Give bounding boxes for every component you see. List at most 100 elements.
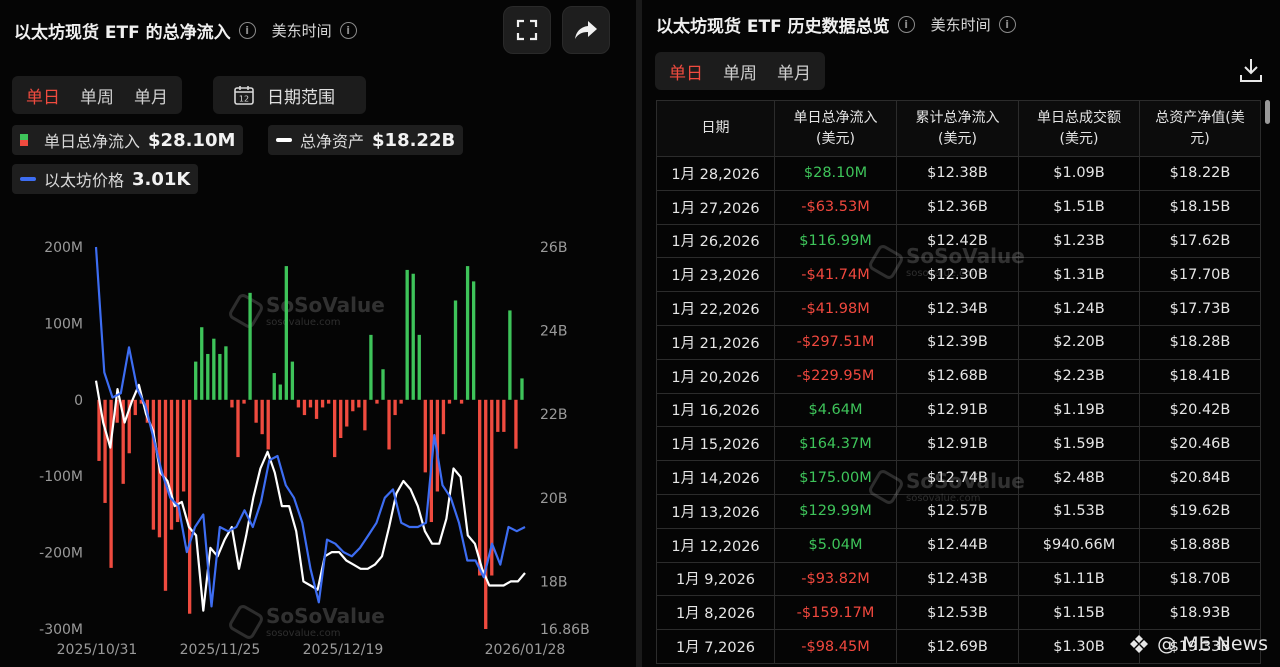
- outflow-bar: [490, 399, 494, 576]
- inflow-bar: [520, 378, 524, 400]
- net-inflow-chart[interactable]: 200M 100M 0 -100M -200M -300M 26B 24B 22B 20B 18B 1…: [0, 230, 636, 667]
- info-icon[interactable]: i: [897, 16, 915, 33]
- cumulative-flow-cell: $12.30B: [896, 257, 1019, 293]
- daily-flow-cell: $164.37M: [774, 426, 897, 462]
- table-row[interactable]: 1月 12,2026 $5.04M $12.44B $940.66M $18.88B: [656, 527, 1261, 563]
- inflow-bar: [405, 269, 409, 400]
- table-row[interactable]: 1月 26,2026 $116.99M $12.42B $1.23B $17.62B: [656, 223, 1261, 259]
- volume-cell: $2.20B: [1018, 324, 1140, 360]
- outflow-bar: [502, 399, 506, 432]
- inflow-swatch: [20, 134, 28, 146]
- column-header[interactable]: 日期: [656, 100, 775, 157]
- y-left-tick-label: -300M: [39, 622, 83, 638]
- legend-net-assets[interactable]: 总净资产 $18.22B: [268, 125, 464, 155]
- calendar-icon: 12: [234, 86, 254, 105]
- outflow-bar: [333, 399, 337, 458]
- legend-eth-price[interactable]: 以太坊价格 3.01K: [12, 164, 199, 194]
- net-assets-line: [94, 380, 526, 612]
- info-icon[interactable]: i: [238, 22, 256, 39]
- column-header[interactable]: 总资产净值(美 元): [1139, 100, 1261, 157]
- table-period-tabs: 单日 单周 单月: [655, 52, 825, 90]
- outflow-bar: [133, 399, 137, 416]
- table-scrollbar[interactable]: [1265, 100, 1270, 124]
- table-row[interactable]: 1月 28,2026 $28.10M $12.38B $1.09B $18.22B: [656, 156, 1261, 191]
- daily-flow-cell: -$98.45M: [774, 629, 897, 664]
- tab-monthly[interactable]: 单月: [134, 87, 168, 108]
- table-row[interactable]: 1月 21,2026 -$297.51M $12.39B $2.20B $18.28B: [656, 324, 1261, 360]
- period-tabs: 单日 单周 单月: [12, 76, 182, 114]
- share-button[interactable]: [562, 6, 610, 54]
- outflow-bar: [230, 399, 234, 408]
- column-header[interactable]: 单日总成交额 (美元): [1018, 100, 1140, 157]
- table-row[interactable]: 1月 23,2026 -$41.74M $12.30B $1.31B $17.70B: [656, 257, 1261, 293]
- inflow-bar: [278, 384, 282, 400]
- volume-cell: $1.59B: [1018, 426, 1140, 462]
- daily-flow-cell: $28.10M: [774, 156, 897, 191]
- footer-brand-text: @ ME News: [1157, 633, 1268, 655]
- table-row[interactable]: 1月 14,2026 $175.00M $12.74B $2.48B $20.84B: [656, 460, 1261, 495]
- cumulative-flow-cell: $12.53B: [896, 595, 1019, 631]
- timezone-label: 美东时间: [271, 22, 332, 40]
- date-cell: 1月 28,2026: [656, 156, 775, 191]
- timezone-info-icon[interactable]: i: [998, 16, 1016, 33]
- price-swatch: [20, 177, 36, 181]
- outflow-bar: [266, 399, 270, 450]
- daily-flow-cell: -$41.74M: [774, 257, 897, 293]
- daily-flow-cell: $116.99M: [774, 223, 897, 259]
- table-row[interactable]: 1月 7,2026 -$98.45M $12.69B $1.30B $19.33B: [656, 629, 1261, 664]
- table-row[interactable]: 1月 15,2026 $164.37M $12.91B $1.59B $20.46B: [656, 426, 1261, 462]
- net-assets-cell: $18.88B: [1139, 527, 1261, 563]
- outflow-bar: [242, 399, 246, 404]
- daily-flow-cell: -$63.53M: [774, 189, 897, 225]
- daily-flow-cell: -$41.98M: [774, 291, 897, 326]
- date-cell: 1月 26,2026: [656, 223, 775, 259]
- tab-weekly[interactable]: 单周: [723, 63, 757, 84]
- outflow-bar: [496, 399, 500, 432]
- timezone-info-icon[interactable]: i: [339, 22, 357, 39]
- inflow-bar: [224, 346, 228, 400]
- inflow-bar: [194, 361, 198, 400]
- table-title: 以太坊现货 ETF 历史数据总览: [656, 17, 890, 37]
- daily-flow-cell: -$297.51M: [774, 324, 897, 360]
- y-left-tick-label: 100M: [44, 316, 83, 332]
- table-row[interactable]: 1月 8,2026 -$159.17M $12.53B $1.15B $18.93B: [656, 595, 1261, 631]
- table-row[interactable]: 1月 20,2026 -$229.95M $12.68B $2.23B $18.41B: [656, 358, 1261, 394]
- inflow-bar: [212, 338, 216, 400]
- table-row[interactable]: 1月 9,2026 -$93.82M $12.43B $1.11B $18.70B: [656, 561, 1261, 597]
- legend-daily-inflow[interactable]: 单日总净流入 $28.10M: [12, 125, 244, 155]
- outflow-bar: [97, 399, 101, 461]
- download-button[interactable]: [1239, 57, 1263, 87]
- table-row[interactable]: 1月 27,2026 -$63.53M $12.36B $1.51B $18.15B: [656, 189, 1261, 225]
- date-cell: 1月 13,2026: [656, 493, 775, 529]
- net-assets-cell: $17.73B: [1139, 291, 1261, 326]
- outflow-bar: [447, 399, 452, 404]
- inflow-bar: [284, 266, 288, 400]
- cumulative-flow-cell: $12.91B: [896, 426, 1019, 462]
- outflow-bar: [339, 399, 343, 438]
- outflow-bar: [351, 399, 355, 412]
- inflow-bar: [417, 334, 421, 400]
- net-assets-cell: $17.70B: [1139, 257, 1261, 293]
- fullscreen-button[interactable]: [503, 6, 551, 54]
- tab-daily[interactable]: 单日: [26, 87, 60, 108]
- cumulative-flow-cell: $12.91B: [896, 392, 1019, 428]
- volume-cell: $1.51B: [1018, 189, 1140, 225]
- volume-cell: $1.11B: [1018, 561, 1140, 597]
- daily-flow-cell: $4.64M: [774, 392, 897, 428]
- table-header-row: 日期 单日总净流入 (美元) 累计总净流入 (美元) 单日总成交额 (美元) 总资产净值…: [656, 100, 1261, 157]
- tab-daily[interactable]: 单日: [669, 63, 703, 84]
- tab-weekly[interactable]: 单周: [80, 87, 114, 108]
- table-row[interactable]: 1月 16,2026 $4.64M $12.91B $1.19B $20.42B: [656, 392, 1261, 428]
- outflow-bar: [314, 399, 319, 419]
- column-header[interactable]: 单日总净流入 (美元): [774, 100, 897, 157]
- tab-monthly[interactable]: 单月: [777, 63, 811, 84]
- volume-cell: $2.23B: [1018, 358, 1140, 394]
- table-row[interactable]: 1月 22,2026 -$41.98M $12.34B $1.24B $17.73B: [656, 291, 1261, 326]
- outflow-bar: [169, 399, 174, 530]
- outflow-bar: [139, 399, 143, 404]
- outflow-bar: [478, 399, 482, 576]
- inflow-bar: [453, 300, 458, 400]
- outflow-bar: [109, 399, 113, 568]
- date-range-button[interactable]: 12 日期范围: [213, 76, 366, 114]
- column-header[interactable]: 累计总净流入 (美元): [896, 100, 1019, 157]
